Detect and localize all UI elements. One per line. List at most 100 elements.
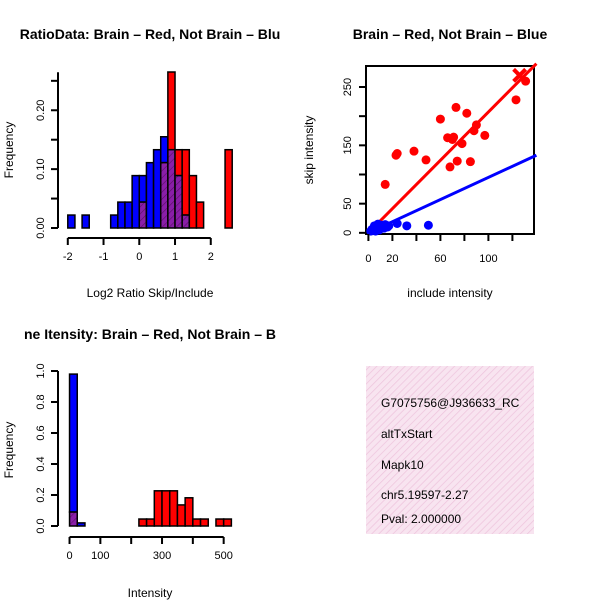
ratio-hist-bar-overlap bbox=[159, 161, 169, 229]
ratio-hist-bar-overlap bbox=[181, 214, 191, 229]
intensity-hist-bar-brain bbox=[184, 497, 194, 527]
info-panel-background bbox=[366, 366, 534, 534]
ratio-hist-x-tick-label: -2 bbox=[63, 251, 73, 263]
scatter-point-brain bbox=[421, 155, 431, 165]
scatter-point-brain bbox=[465, 157, 475, 167]
ratio-hist-bar-notbrain bbox=[67, 214, 76, 229]
ratio-histogram-ylabel: Frequency bbox=[2, 122, 16, 179]
intensity-histogram-title: ne Itensity: Brain – Red, Not Brain – B bbox=[24, 326, 276, 342]
intensity-histogram-xlabel: Intensity bbox=[128, 586, 173, 600]
intensity-hist-x-tick-label: 500 bbox=[214, 550, 232, 562]
ratio-hist-bar-notbrain bbox=[138, 174, 148, 203]
ratio-histogram-bars bbox=[67, 71, 233, 229]
scatter-point-notbrain bbox=[423, 220, 433, 230]
scatter-point-brain bbox=[451, 102, 461, 112]
intensity-hist-bar-brain bbox=[161, 490, 171, 527]
scatter-x-tick-label: 60 bbox=[434, 253, 446, 265]
intensity-hist-x-tick-label: 300 bbox=[153, 550, 171, 562]
scatter-point-brain bbox=[452, 156, 462, 166]
ratio-hist-bar-notbrain bbox=[124, 201, 133, 229]
scatter-fit-line-notbrain bbox=[367, 153, 538, 235]
ratio-hist-bar-overlap bbox=[174, 174, 183, 229]
scatter-point-brain bbox=[409, 146, 419, 156]
intensity-hist-bar-brain bbox=[145, 518, 156, 527]
intensity-hist-bar-brain bbox=[138, 518, 148, 527]
ratio-histogram-axes: -2 -1 0 1 2 0.00 0.10 0.20 bbox=[35, 72, 214, 263]
scatter-y-tick-label: 150 bbox=[342, 136, 354, 154]
ratio-hist-bar-brain bbox=[224, 148, 233, 229]
ratio-hist-bar-brain bbox=[195, 201, 205, 229]
intensity-hist-y-tick-label: 0.6 bbox=[35, 425, 47, 440]
scatter-point-brain bbox=[380, 179, 390, 189]
ratio-hist-bar-notbrain bbox=[117, 201, 126, 229]
intensity-hist-bar-brain bbox=[192, 518, 202, 527]
scatter-marks bbox=[366, 62, 538, 236]
intensity-hist-bar-brain bbox=[222, 518, 233, 527]
ratio-hist-y-tick-label: 0.20 bbox=[35, 100, 47, 121]
intensity-hist-y-tick-label: 1.0 bbox=[35, 363, 47, 378]
ratio-hist-bar-brain bbox=[167, 71, 176, 151]
intensity-hist-bar-brain bbox=[176, 504, 186, 527]
scatter-fit-line-brain bbox=[367, 62, 538, 234]
intensity-hist-y-tick-label: 0.0 bbox=[35, 518, 47, 533]
scatter-point-brain bbox=[449, 132, 459, 142]
ratio-hist-y-tick-label: 0.00 bbox=[35, 217, 47, 238]
intensity-hist-x-tick-label: 100 bbox=[91, 550, 109, 562]
info-event-type: altTxStart bbox=[381, 427, 433, 441]
intensity-histogram-axes: 0 100 300 500 0.0 0.2 0.4 0.6 0.8 1.0 bbox=[35, 363, 233, 562]
scatter-x-tick-label: 20 bbox=[386, 253, 398, 265]
intensity-hist-x-tick-label: 0 bbox=[66, 550, 72, 562]
info-pvalue: Pval: 2.000000 bbox=[381, 512, 461, 526]
intensity-scatter: Brain – Red, Not Brain – Blue include in… bbox=[302, 26, 547, 300]
scatter-point-brain bbox=[462, 108, 472, 118]
scatter-y-tick-label: 0 bbox=[342, 230, 354, 236]
scatter-point-brain bbox=[480, 130, 490, 140]
ratio-hist-bar-notbrain bbox=[81, 214, 90, 229]
intensity-hist-y-tick-label: 0.4 bbox=[35, 456, 47, 471]
ratio-hist-y-tick-label: 0.10 bbox=[35, 158, 47, 179]
ratio-hist-bar-notbrain bbox=[109, 214, 119, 229]
scatter-point-brain bbox=[511, 95, 521, 105]
ratio-hist-bar-notbrain bbox=[131, 174, 141, 229]
scatter-highlight-marker bbox=[512, 67, 528, 83]
ratio-hist-bar-overlap bbox=[138, 201, 148, 229]
info-location: chr5.19597-2.27 bbox=[381, 488, 469, 502]
ratio-hist-x-tick-label: 0 bbox=[136, 251, 142, 263]
scatter-y-tick-label: 250 bbox=[342, 78, 354, 96]
scatter-point-brain bbox=[392, 149, 402, 158]
intensity-hist-bar-brain bbox=[215, 518, 225, 527]
ratio-hist-bar-brain bbox=[188, 174, 198, 229]
intensity-hist-bar-brain bbox=[168, 490, 179, 527]
intensity-histogram-ylabel: Frequency bbox=[2, 422, 16, 479]
scatter-plot-frame bbox=[365, 65, 535, 235]
intensity-histogram-bars bbox=[68, 373, 233, 527]
ratio-hist-bar-brain bbox=[174, 148, 183, 177]
ratio-hist-x-tick-label: 1 bbox=[172, 251, 178, 263]
scatter-xlabel: include intensity bbox=[407, 286, 492, 300]
intensity-hist-bar-overlap bbox=[68, 511, 78, 527]
scatter-axes: 0 20 60 100 0 50 150 250 bbox=[342, 78, 514, 265]
ratio-hist-bar-notbrain bbox=[145, 161, 155, 229]
scatter-x-tick-label: 100 bbox=[479, 253, 497, 265]
intensity-hist-bar-brain bbox=[153, 490, 163, 527]
ratio-hist-x-tick-label: 2 bbox=[208, 251, 214, 263]
info-event-id: G7075756@J936633_RC bbox=[381, 396, 520, 410]
ratio-hist-bar-notbrain bbox=[159, 136, 169, 164]
scatter-title: Brain – Red, Not Brain – Blue bbox=[353, 26, 548, 42]
intensity-hist-y-tick-label: 0.2 bbox=[35, 487, 47, 502]
info-gene-name: Mapk10 bbox=[381, 458, 424, 472]
scatter-point-notbrain bbox=[402, 221, 412, 231]
intensity-histogram: ne Itensity: Brain – Red, Not Brain – B … bbox=[2, 326, 276, 600]
scatter-point-brain bbox=[435, 114, 445, 124]
info-panel: G7075756@J936633_RC altTxStart Mapk10 ch… bbox=[366, 366, 534, 534]
intensity-hist-bar-notbrain bbox=[68, 373, 78, 513]
intensity-hist-bar-brain bbox=[199, 518, 210, 527]
intensity-hist-bar-notbrain bbox=[76, 522, 86, 527]
scatter-ylabel: skip intensity bbox=[302, 116, 316, 185]
ratio-histogram-xlabel: Log2 Ratio Skip/Include bbox=[87, 286, 214, 300]
ratio-histogram-title: RatioData: Brain – Red, Not Brain – Blu bbox=[20, 26, 281, 42]
ratio-hist-x-tick-label: -1 bbox=[99, 251, 109, 263]
ratio-hist-bar-notbrain bbox=[152, 148, 162, 229]
intensity-hist-y-tick-label: 0.8 bbox=[35, 394, 47, 409]
